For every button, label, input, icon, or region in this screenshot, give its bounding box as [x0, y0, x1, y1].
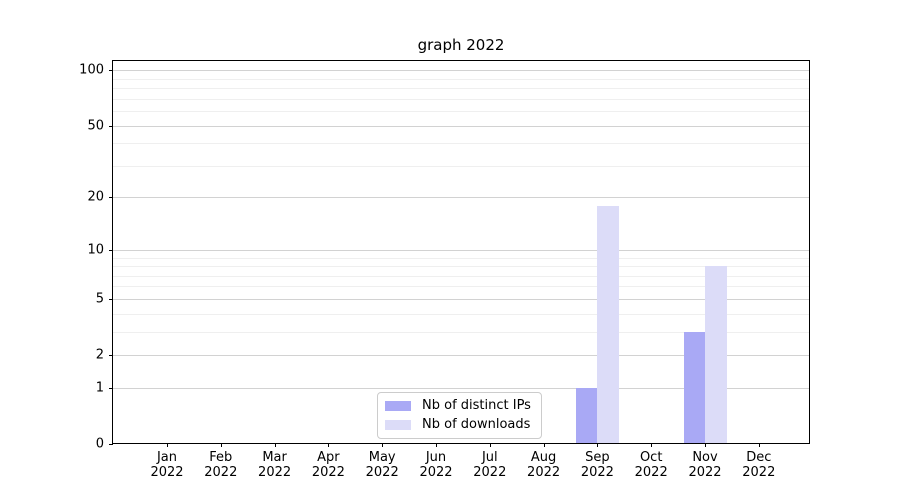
gridline-major — [113, 125, 809, 127]
y-tick-label: 2 — [95, 347, 104, 363]
gridline-major — [113, 298, 809, 300]
gridline-minor — [113, 78, 809, 80]
legend-label-downloads: Nb of downloads — [422, 417, 531, 432]
bar-distinct-ips — [683, 331, 705, 443]
y-tick-label: 5 — [95, 291, 104, 307]
gridline-minor — [113, 257, 809, 259]
gridline-minor — [113, 88, 809, 89]
x-tick — [220, 443, 222, 447]
x-tick-label: Jul 2022 — [473, 450, 507, 480]
x-tick-label: Dec 2022 — [742, 450, 776, 480]
y-tick — [109, 298, 113, 300]
y-tick-label: 1 — [95, 380, 104, 396]
gridline-minor — [113, 165, 809, 167]
x-tick — [651, 443, 653, 447]
gridline-minor — [113, 331, 809, 333]
x-tick-label: Mar 2022 — [258, 450, 292, 480]
y-tick — [109, 387, 113, 389]
x-tick — [597, 443, 599, 447]
x-tick-label: Jun 2022 — [419, 450, 453, 480]
gridline-minor — [113, 143, 809, 145]
x-tick — [382, 443, 384, 447]
gridline-major — [113, 197, 809, 199]
y-tick-label: 100 — [79, 62, 104, 78]
chart-title: graph 2022 — [417, 36, 505, 54]
x-tick — [274, 443, 276, 447]
x-tick — [705, 443, 706, 447]
y-tick — [109, 197, 113, 199]
legend-item-distinct-ips: Nb of distinct IPs — [385, 398, 531, 414]
x-tick — [758, 443, 760, 447]
x-tick-label: Apr 2022 — [311, 450, 345, 480]
y-tick-label: 0 — [95, 436, 104, 452]
y-tick — [109, 125, 113, 127]
x-tick-label: Jan 2022 — [150, 450, 184, 480]
gridline-minor — [113, 266, 809, 267]
gridline-minor — [113, 286, 809, 288]
legend: Nb of distinct IPs Nb of downloads — [377, 392, 542, 439]
x-tick-label: Feb 2022 — [204, 450, 238, 480]
gridline-minor — [113, 313, 809, 315]
y-tick — [109, 70, 113, 72]
bar-downloads — [597, 205, 619, 443]
gridline-major — [113, 249, 809, 251]
x-tick — [543, 443, 545, 447]
x-tick — [167, 443, 168, 447]
gridline-major — [113, 70, 809, 72]
y-tick — [109, 444, 113, 445]
gridline-major — [113, 387, 809, 389]
plot-area: Nb of distinct IPs Nb of downloads 0 1 2 5 1… — [79, 60, 810, 480]
legend-swatch-downloads — [385, 420, 411, 430]
x-tick-label: May 2022 — [365, 450, 399, 480]
x-tick-label: Oct 2022 — [634, 450, 668, 480]
legend-swatch-distinct-ips — [385, 401, 411, 411]
gridline-minor — [113, 275, 809, 277]
gridline-minor — [113, 98, 809, 100]
y-tick-label: 10 — [87, 242, 104, 258]
x-tick-label: Aug 2022 — [527, 450, 561, 480]
x-tick — [328, 443, 330, 447]
legend-item-downloads: Nb of downloads — [385, 417, 531, 433]
x-tick — [436, 443, 437, 447]
gridline-major — [113, 355, 809, 356]
bar-downloads — [705, 266, 727, 443]
bar-distinct-ips — [575, 387, 598, 443]
y-tick — [109, 355, 113, 356]
legend-label-distinct-ips: Nb of distinct IPs — [422, 398, 531, 413]
y-tick-label: 50 — [87, 118, 104, 133]
x-tick — [489, 443, 491, 447]
x-tick-label: Nov 2022 — [688, 450, 722, 480]
y-tick — [109, 249, 113, 251]
gridline-minor — [113, 111, 809, 112]
y-tick-label: 20 — [87, 189, 104, 205]
x-tick-label: Sep 2022 — [580, 450, 614, 480]
